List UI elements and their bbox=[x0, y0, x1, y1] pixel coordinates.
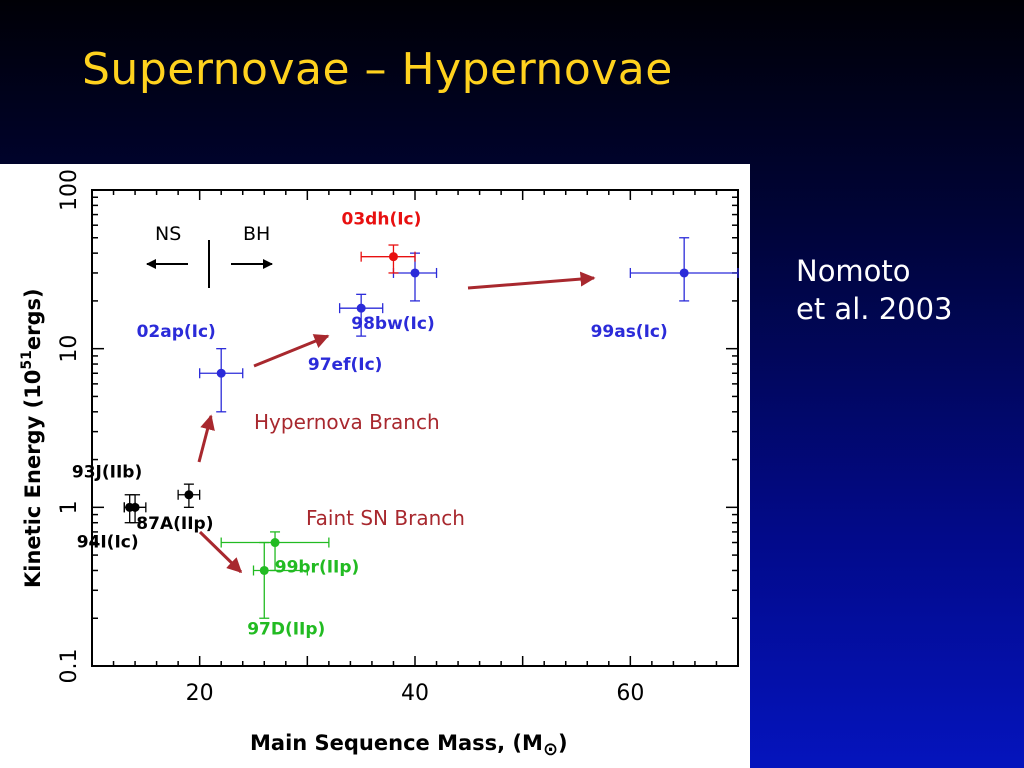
point-labels: 93J(IIb) 94I(Ic)87A(IIp) 02ap(Ic) 97ef(Ic) 9… bbox=[72, 210, 668, 640]
citation-author: Nomoto bbox=[796, 254, 911, 288]
x-axis-ticks: 20 40 60 bbox=[91, 190, 739, 706]
data-point bbox=[679, 268, 689, 278]
y-axis-title: Kinetic Energy (1051ergs) bbox=[19, 288, 45, 588]
point-label: 02ap(Ic) bbox=[137, 322, 216, 342]
faint-sn-branch-label: Faint SN Branch bbox=[306, 506, 465, 530]
data-point bbox=[125, 502, 135, 512]
point-label: 97ef(Ic) bbox=[308, 355, 383, 375]
data-point bbox=[259, 565, 269, 575]
branch-arrow-4 bbox=[198, 530, 243, 574]
data-point bbox=[270, 538, 280, 548]
y-tick-label: 10 bbox=[57, 335, 82, 363]
y-axis-ticks: 0.1 1 10 100 bbox=[57, 169, 738, 684]
data-point bbox=[184, 490, 194, 500]
citation: Nomoto et al. 2003 bbox=[796, 252, 953, 328]
branch-arrow-2 bbox=[253, 334, 330, 368]
y-tick-label: 1 bbox=[57, 500, 82, 514]
point-label: 97D(IIp) bbox=[247, 619, 325, 639]
chart-svg: 20 40 60 0.1 1 10 100 Main Sequence Mass, (M⊙… bbox=[19, 169, 739, 760]
data-point bbox=[356, 303, 366, 313]
data-points bbox=[123, 237, 739, 619]
x-tick-label: 20 bbox=[186, 681, 214, 706]
y-tick-label: 0.1 bbox=[57, 649, 82, 684]
point-label: 87A(IIp) bbox=[136, 514, 213, 534]
bh-label: BH bbox=[243, 223, 270, 245]
data-point bbox=[388, 252, 398, 262]
branch-arrow-3 bbox=[467, 271, 596, 290]
chart-panel: 20 40 60 0.1 1 10 100 Main Sequence Mass, (M⊙… bbox=[0, 164, 750, 768]
ns-label: NS bbox=[155, 223, 181, 245]
point-label: 98bw(Ic) bbox=[351, 314, 434, 334]
point-label: 93J(IIb) bbox=[72, 462, 142, 482]
point-label: 03dh(Ic) bbox=[342, 210, 422, 230]
branch-arrow-1 bbox=[197, 414, 215, 463]
hypernova-branch-label: Hypernova Branch bbox=[254, 410, 440, 434]
point-label: 94I(Ic) bbox=[77, 532, 139, 552]
point-label: 99br(IIp) bbox=[275, 558, 360, 578]
slide-title: Supernovae – Hypernovae bbox=[82, 44, 673, 95]
x-tick-label: 60 bbox=[616, 681, 644, 706]
point-label: 99as(Ic) bbox=[591, 322, 668, 342]
data-point bbox=[216, 368, 226, 378]
y-tick-label: 100 bbox=[57, 169, 82, 211]
x-axis-title: Main Sequence Mass, (M⊙) bbox=[250, 731, 568, 760]
data-point bbox=[410, 268, 420, 278]
x-tick-label: 40 bbox=[401, 681, 429, 706]
citation-year: et al. 2003 bbox=[796, 292, 953, 326]
